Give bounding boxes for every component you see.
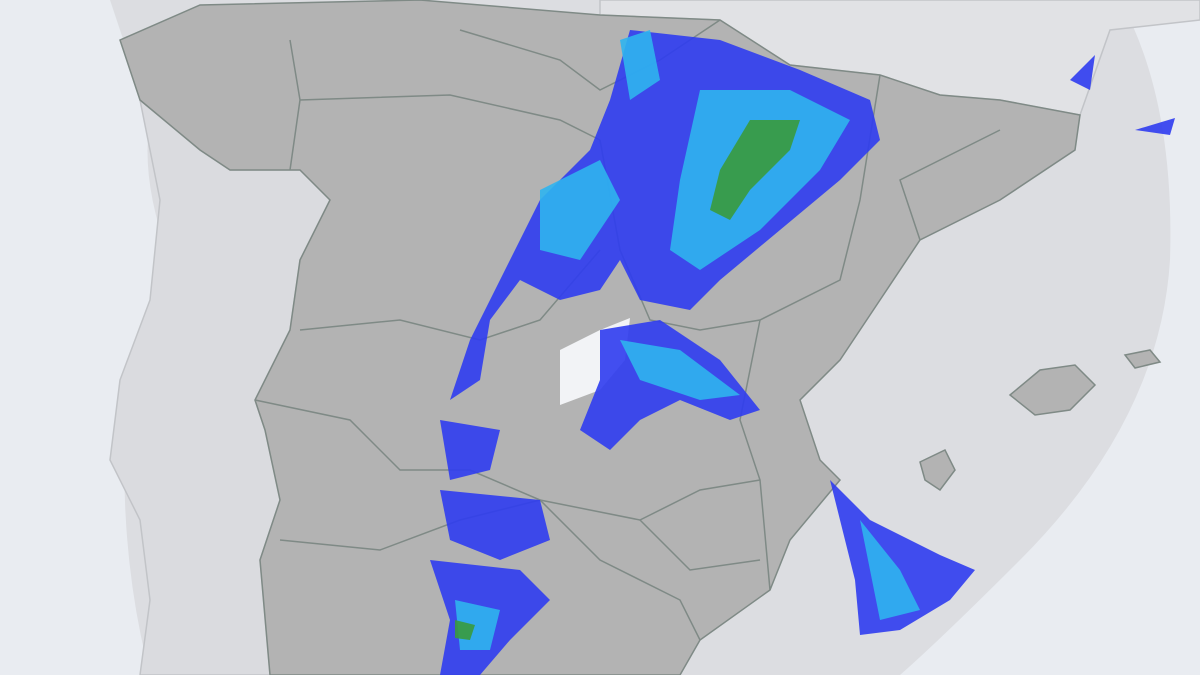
precip-radar-spoke xyxy=(830,480,975,635)
precipitation-layer xyxy=(430,30,1175,675)
ibiza-island xyxy=(919,449,956,492)
precip-moderate-area xyxy=(860,520,920,620)
region-borders xyxy=(254,19,1001,641)
precip-moderate-area xyxy=(620,340,740,400)
precip-cell xyxy=(440,420,500,480)
precip-heavy-area xyxy=(455,620,475,640)
mallorca-island xyxy=(1008,364,1097,416)
precip-cell xyxy=(1135,118,1175,135)
precip-heavy-area xyxy=(710,120,800,220)
precip-cell xyxy=(440,490,550,560)
menorca-island xyxy=(1123,349,1162,369)
precip-cell xyxy=(1070,55,1095,90)
precip-moderate-area xyxy=(540,160,620,260)
precip-moderate-area xyxy=(620,30,660,100)
